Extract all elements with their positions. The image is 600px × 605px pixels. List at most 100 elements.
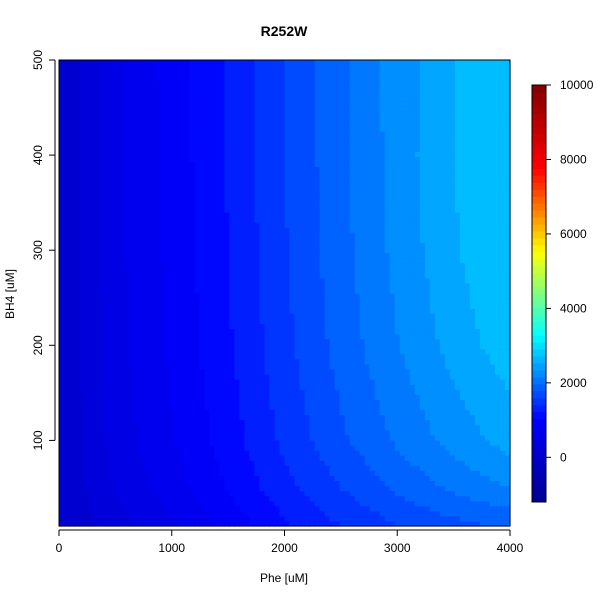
- heatmap-cell: [234, 333, 240, 340]
- heatmap-cell: [244, 455, 251, 461]
- heatmap-cell: [274, 171, 281, 178]
- heatmap-cell: [294, 495, 301, 502]
- heatmap-cell: [119, 217, 125, 223]
- heatmap-cell: [114, 85, 120, 91]
- heatmap-cell: [109, 480, 115, 487]
- heatmap-cell: [264, 318, 271, 324]
- heatmap-cell: [329, 490, 336, 497]
- heatmap-cell: [169, 272, 175, 279]
- heatmap-cell: [109, 323, 115, 330]
- heatmap-cell: [239, 470, 246, 476]
- heatmap-cell: [169, 232, 175, 238]
- heatmap-cell: [274, 429, 281, 436]
- heatmap-cell: [214, 125, 220, 132]
- heatmap-cell: [214, 389, 220, 395]
- heatmap-cell: [219, 105, 225, 112]
- heatmap-cell: [219, 358, 225, 365]
- heatmap-cell: [229, 125, 235, 132]
- heatmap-cell: [279, 282, 286, 289]
- heatmap-cell: [299, 211, 306, 218]
- heatmap-cell: [74, 176, 80, 183]
- heatmap-cell: [89, 252, 95, 259]
- heatmap-cell: [199, 211, 205, 218]
- heatmap-cell: [139, 313, 145, 319]
- heatmap-cell: [114, 434, 120, 441]
- heatmap-cell: [309, 227, 316, 233]
- heatmap-cell: [139, 500, 145, 507]
- heatmap-cell: [239, 490, 246, 497]
- heatmap-cell: [149, 500, 155, 507]
- heatmap-cell: [104, 318, 110, 324]
- heatmap-cell: [59, 363, 65, 370]
- heatmap-cell: [79, 465, 85, 471]
- heatmap-cell: [269, 318, 276, 324]
- heatmap-cell: [109, 227, 115, 233]
- heatmap-cell: [184, 450, 190, 456]
- heatmap-cell: [239, 455, 246, 461]
- heatmap-cell: [99, 419, 105, 426]
- heatmap-cell: [94, 146, 100, 152]
- heatmap-cell: [64, 409, 70, 416]
- heatmap-cell: [309, 444, 316, 451]
- heatmap-cell: [224, 186, 230, 193]
- heatmap-cell: [289, 495, 296, 502]
- heatmap-cell: [199, 419, 205, 426]
- heatmap-cell: [279, 115, 286, 122]
- heatmap-cell: [259, 429, 266, 436]
- heatmap-cell: [319, 384, 326, 390]
- heatmap-cell: [179, 232, 185, 238]
- heatmap-cell: [159, 267, 165, 274]
- heatmap-cell: [294, 424, 301, 431]
- heatmap-cell: [299, 515, 306, 522]
- heatmap-cell: [169, 323, 175, 330]
- heatmap-cell: [299, 60, 306, 66]
- heatmap-cell: [239, 409, 246, 416]
- heatmap-cell: [214, 394, 220, 400]
- heatmap-cell: [199, 490, 205, 497]
- heatmap-cell: [264, 424, 271, 431]
- heatmap-cell: [264, 191, 271, 198]
- heatmap-cell: [84, 222, 90, 228]
- heatmap-cell: [119, 419, 125, 426]
- heatmap-cell: [249, 227, 256, 233]
- heatmap-cell: [99, 85, 105, 91]
- heatmap-cell: [199, 156, 205, 162]
- heatmap-cell: [89, 450, 95, 456]
- heatmap-cell: [139, 384, 145, 390]
- heatmap-cell: [219, 465, 225, 471]
- heatmap-cell: [104, 409, 110, 416]
- heatmap-cell: [284, 429, 291, 436]
- heatmap-cell: [284, 515, 291, 522]
- heatmap-cell: [184, 287, 190, 294]
- heatmap-cell: [194, 287, 200, 294]
- heatmap-cell: [69, 409, 75, 416]
- heatmap-cell: [254, 242, 261, 249]
- heatmap-cell: [169, 95, 175, 102]
- heatmap-cell: [104, 353, 110, 360]
- heatmap-cell: [309, 318, 316, 324]
- heatmap-cell: [109, 419, 115, 426]
- heatmap-cell: [244, 211, 251, 218]
- heatmap-cell: [284, 460, 291, 466]
- heatmap-cell: [204, 176, 210, 183]
- heatmap-cell: [94, 156, 100, 162]
- heatmap-cell: [139, 444, 145, 451]
- heatmap-cell: [314, 120, 321, 127]
- heatmap-cell: [79, 515, 85, 522]
- heatmap-cell: [64, 328, 70, 335]
- heatmap-cell: [154, 156, 160, 162]
- heatmap-cell: [329, 480, 336, 487]
- heatmap-cell: [64, 323, 70, 330]
- heatmap-cell: [249, 419, 256, 426]
- heatmap-cell: [59, 510, 65, 517]
- heatmap-cell: [94, 308, 100, 314]
- heatmap-cell: [194, 257, 200, 264]
- heatmap-cell: [314, 277, 321, 284]
- heatmap-cell: [289, 176, 296, 183]
- heatmap-cell: [99, 414, 105, 421]
- heatmap-cell: [259, 455, 266, 461]
- heatmap-cell: [229, 490, 235, 497]
- heatmap-cell: [274, 353, 281, 360]
- heatmap-cell: [64, 465, 70, 471]
- heatmap-cell: [154, 384, 160, 390]
